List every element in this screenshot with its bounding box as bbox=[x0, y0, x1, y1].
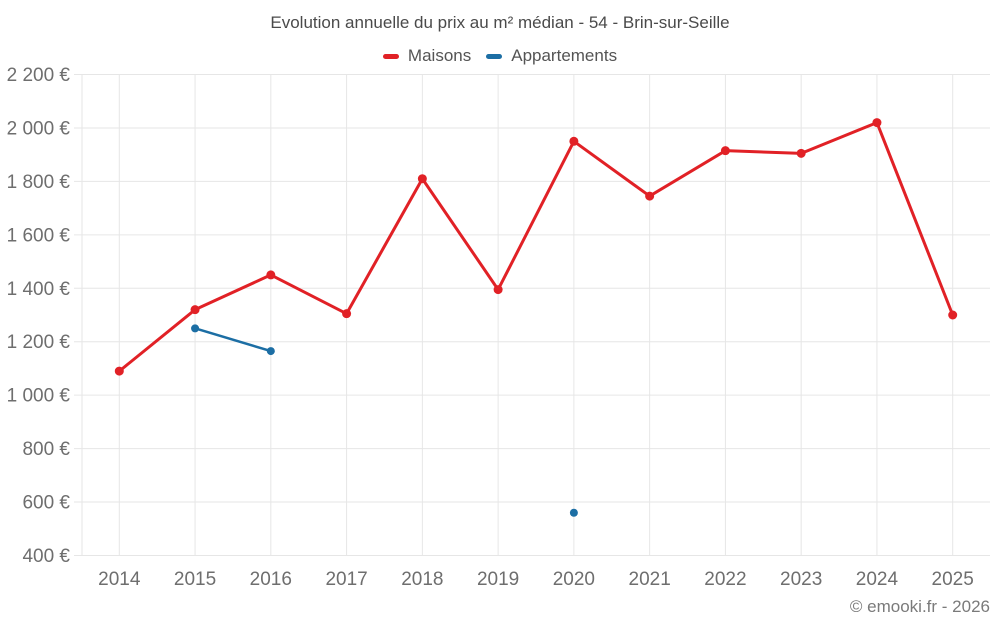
data-point-maisons-2021[interactable] bbox=[645, 191, 655, 201]
x-axis-tick-label: 2022 bbox=[704, 569, 746, 590]
x-axis-tick-label: 2025 bbox=[932, 569, 974, 590]
data-point-maisons-2023[interactable] bbox=[796, 148, 806, 158]
y-axis-tick-label: 1 000 € bbox=[7, 386, 71, 407]
data-point-maisons-2014[interactable] bbox=[114, 366, 124, 376]
legend-item-appartements[interactable]: Appartements bbox=[486, 46, 617, 66]
y-axis-tick-label: 1 200 € bbox=[7, 332, 71, 353]
data-point-appartements-2015[interactable] bbox=[191, 324, 200, 333]
x-axis-tick-label: 2024 bbox=[856, 569, 899, 590]
x-axis-tick-label: 2014 bbox=[98, 569, 141, 590]
legend: Maisons Appartements bbox=[0, 46, 1000, 66]
maisons-series-swatch-icon bbox=[382, 53, 399, 59]
credit: © emooki.fr - 2026 bbox=[849, 597, 990, 616]
x-axis-tick-label: 2020 bbox=[553, 569, 595, 590]
x-axis-tick-label: 2023 bbox=[780, 569, 822, 590]
grid: 400 € 600 € 800 € 1 000 € 1 200 € 1 400 € 1 60… bbox=[7, 65, 990, 590]
series-line-maisons bbox=[117, 121, 955, 373]
data-point-appartements-2020[interactable] bbox=[569, 508, 578, 517]
y-axis-tick-label: 1 600 € bbox=[7, 225, 71, 246]
y-axis-tick-label: 2 000 € bbox=[7, 118, 71, 139]
data-point-maisons-2019[interactable] bbox=[493, 285, 503, 295]
y-axis-tick-label: 2 200 € bbox=[7, 65, 71, 86]
data-point-maisons-2020[interactable] bbox=[569, 136, 579, 146]
data-point-maisons-2022[interactable] bbox=[720, 146, 730, 156]
x-axis-tick-label: 2016 bbox=[250, 569, 292, 590]
x-axis-tick-label: 2019 bbox=[477, 569, 519, 590]
data-point-appartements-2016[interactable] bbox=[266, 347, 275, 356]
data-point-maisons-2025[interactable] bbox=[948, 310, 958, 320]
data-point-maisons-2017[interactable] bbox=[342, 309, 352, 319]
y-axis-tick-label: 600 € bbox=[22, 493, 70, 514]
x-axis-tick-label: 2015 bbox=[174, 569, 216, 590]
data-point-maisons-2024[interactable] bbox=[872, 118, 882, 128]
y-axis-tick-label: 1 800 € bbox=[7, 172, 71, 193]
x-axis-tick-label: 2018 bbox=[401, 569, 443, 590]
data-point-maisons-2016[interactable] bbox=[266, 270, 276, 280]
legend-label-maisons: Maisons bbox=[407, 46, 472, 65]
y-axis-tick-label: 400 € bbox=[22, 546, 70, 567]
y-axis-tick-label: 1 400 € bbox=[7, 279, 71, 300]
chart-title: Evolution annuelle du prix au m² médian … bbox=[270, 13, 730, 32]
legend-label-appartements: Appartements bbox=[511, 46, 618, 65]
x-axis-tick-label: 2017 bbox=[325, 569, 367, 590]
series-maisons bbox=[114, 118, 958, 376]
x-axis-tick-label: 2021 bbox=[629, 569, 671, 590]
data-point-maisons-2018[interactable] bbox=[417, 174, 427, 184]
appartements-series-swatch-icon bbox=[486, 53, 503, 59]
series-appartements bbox=[191, 324, 578, 517]
y-axis-tick-label: 800 € bbox=[22, 439, 70, 460]
data-point-maisons-2015[interactable] bbox=[190, 305, 200, 315]
legend-item-maisons[interactable]: Maisons bbox=[382, 46, 472, 66]
series-line-appartements bbox=[193, 327, 273, 353]
